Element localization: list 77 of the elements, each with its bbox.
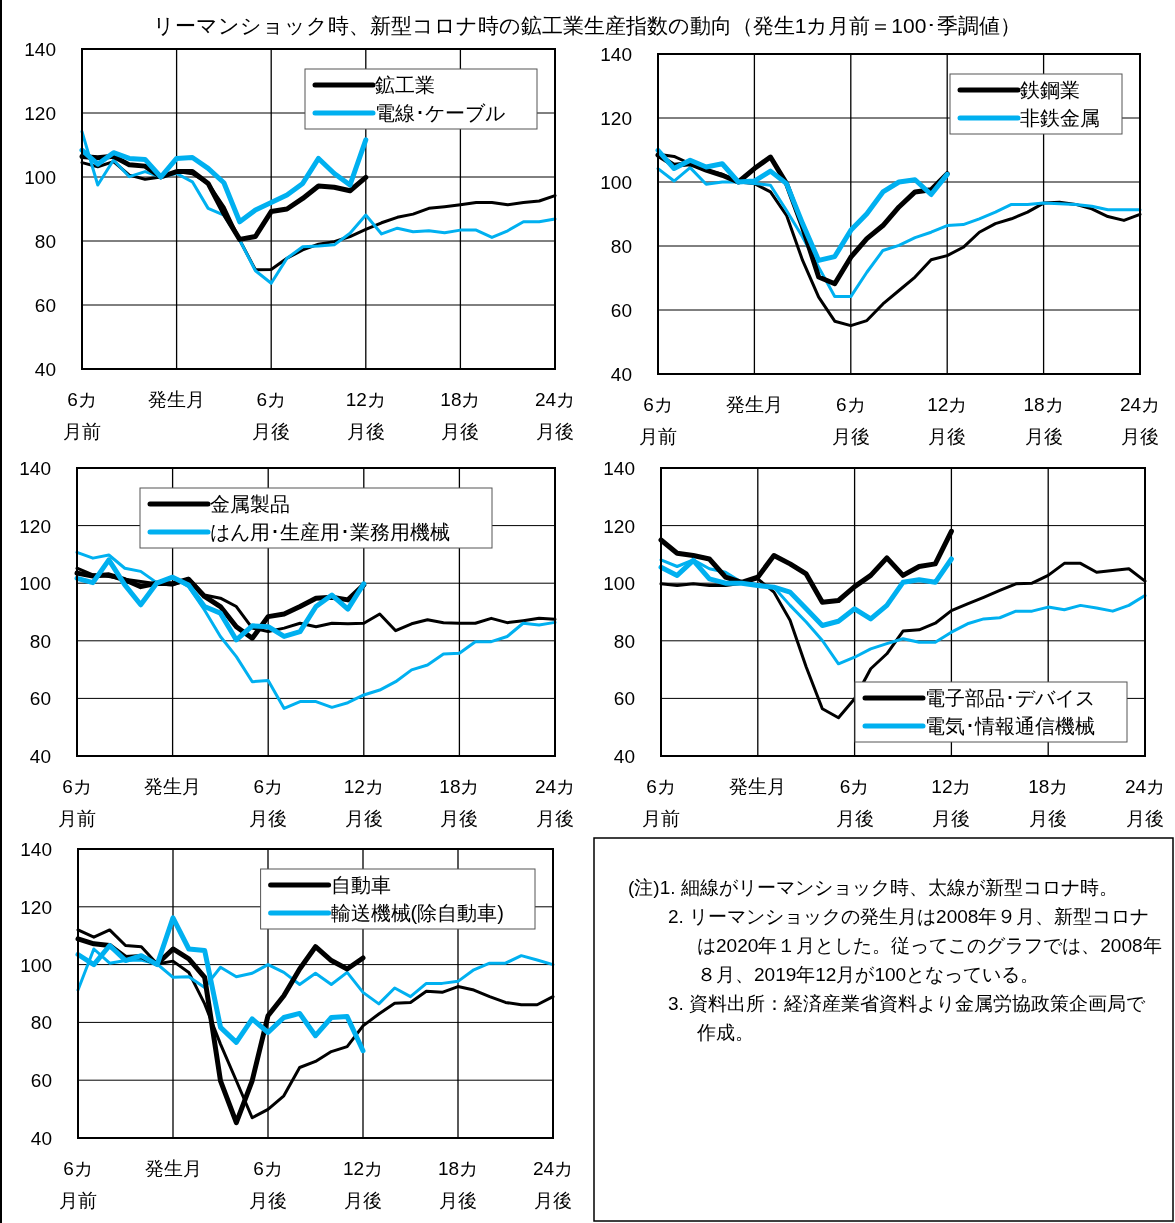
legend-label: 電気･情報通信機械: [925, 715, 1095, 737]
y-tick-label: 60: [610, 300, 632, 321]
x-tick-label: 12カ月後: [931, 776, 972, 829]
text: (注)1. 細線がリーマンショック時、太線が新型コロナ時。: [628, 877, 1118, 898]
y-tick-label: 120: [19, 515, 51, 537]
x-tick-label: 6カ月後: [249, 1158, 287, 1211]
y-tick-label: 120: [603, 515, 635, 537]
y-tick-label: 100: [603, 573, 635, 595]
x-tick-label: 18カ月後: [1028, 776, 1069, 829]
legend-label: 電線･ケーブル: [375, 102, 505, 124]
x-tick-label: 24カ月後: [1124, 776, 1166, 829]
legend-label: 鉱工業: [375, 74, 435, 96]
x-tick-label: 6カ月前: [63, 389, 101, 442]
y-tick-label: 60: [30, 1070, 52, 1092]
x-tick-label: 18カ月後: [440, 389, 481, 442]
x-tick-label: 12カ月後: [927, 394, 968, 447]
x-tick-label: 6カ月後: [831, 394, 870, 447]
x-tick-label: 発生月: [725, 394, 783, 415]
x-tick-label: 12カ月後: [342, 1158, 384, 1211]
x-tick-label: 6カ月前: [59, 1158, 97, 1211]
x-tick-label: 24カ月後: [534, 776, 576, 829]
x-tick-label: 6カ月前: [642, 776, 680, 829]
x-tick-label: 24カ月後: [1119, 394, 1161, 447]
y-tick-label: 120: [24, 103, 56, 124]
y-tick-label: 40: [610, 364, 632, 385]
x-tick-label: 6カ月前: [639, 394, 677, 447]
text: 3. 資料出所：経済産業省資料より金属労協政策企画局で作成。: [668, 993, 1147, 1043]
x-tick-label: 6カ月後: [835, 776, 874, 829]
x-tick-label: 18カ月後: [1023, 394, 1064, 447]
legend-label: 非鉄金属: [1020, 107, 1100, 129]
y-tick-label: 60: [613, 688, 635, 710]
y-tick-label: 100: [600, 172, 632, 193]
x-tick-label: 6カ月後: [249, 776, 288, 829]
y-tick-label: 40: [34, 359, 56, 380]
x-tick-label: 発生月: [144, 776, 202, 797]
y-tick-label: 80: [29, 630, 51, 652]
y-tick-label: 60: [29, 688, 51, 710]
y-tick-label: 140: [20, 839, 52, 860]
y-tick-label: 140: [603, 458, 635, 479]
y-tick-label: 140: [19, 458, 51, 479]
legend-label: はん用･生産用･業務用機械: [210, 521, 450, 543]
x-tick-label: 12カ月後: [343, 776, 384, 829]
y-tick-label: 120: [20, 896, 52, 918]
line-series: [80, 130, 557, 285]
legend-label: 金属製品: [210, 493, 290, 515]
x-tick-label: 12カ月後: [345, 389, 386, 442]
line-series: [659, 558, 1147, 666]
x-tick-label: 発生月: [144, 1158, 202, 1179]
legend-label: 電子部品･デバイス: [925, 687, 1095, 709]
y-tick-label: 40: [29, 746, 51, 767]
y-tick-label: 120: [600, 108, 632, 129]
x-tick-label: 6カ月後: [252, 389, 291, 442]
line-series: [75, 550, 557, 710]
y-tick-label: 100: [20, 954, 52, 976]
y-tick-label: 100: [19, 573, 51, 595]
y-tick-label: 140: [24, 39, 56, 60]
x-tick-label: 24カ月後: [532, 1158, 574, 1211]
x-tick-label: 6カ月前: [58, 776, 96, 829]
y-tick-label: 40: [30, 1128, 52, 1149]
y-tick-label: 80: [610, 236, 632, 257]
y-tick-label: 60: [34, 295, 56, 316]
y-tick-label: 100: [24, 167, 56, 188]
y-tick-label: 80: [34, 231, 56, 252]
chart-title: リーマンショック時、新型コロナ時の鉱工業生産指数の動向（発生1カ月前＝100･季調値）: [152, 14, 1022, 37]
y-tick-label: 80: [30, 1012, 52, 1034]
y-tick-label: 40: [613, 746, 635, 767]
x-tick-label: 発生月: [148, 389, 206, 410]
x-tick-label: 18カ月後: [439, 776, 480, 829]
x-tick-label: 18カ月後: [437, 1158, 479, 1211]
x-tick-label: 発生月: [729, 776, 787, 797]
y-tick-label: 140: [600, 44, 632, 65]
x-tick-label: 24カ月後: [534, 389, 576, 442]
legend-label: 輸送機械(除自動車): [330, 902, 504, 924]
legend-label: 自動車: [330, 874, 391, 896]
legend-label: 鉄鋼業: [1020, 79, 1080, 101]
text: 2. リーマンショックの発生月は2008年９月、新型コロナは2020年１月とした。従ってこのグラフでは、2008年８月、2019年12月が100となっている。: [668, 906, 1162, 985]
y-tick-label: 80: [613, 630, 635, 652]
